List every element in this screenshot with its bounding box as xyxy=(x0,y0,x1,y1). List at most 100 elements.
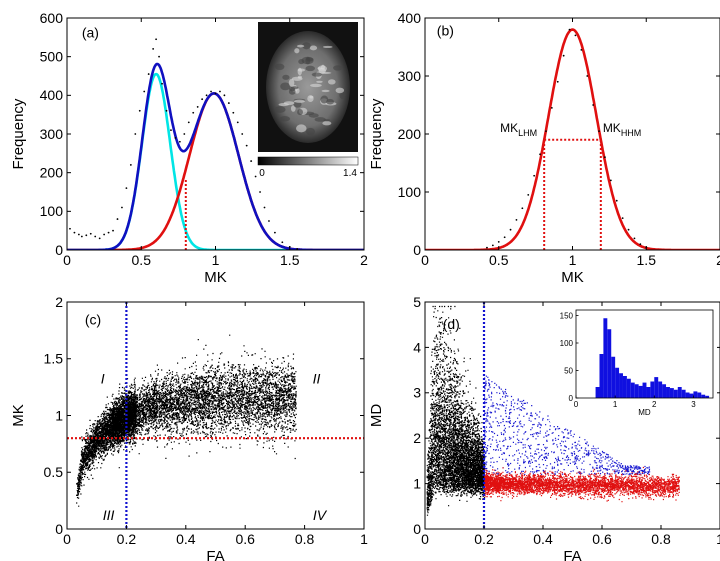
inset-histogram-bar xyxy=(638,385,643,398)
panel-b-data-point xyxy=(562,54,565,57)
panel-d-ytick-label: 3 xyxy=(413,385,421,401)
panel-a-data-point xyxy=(170,129,172,132)
panel-a-data-point xyxy=(192,111,195,114)
panel-b-xtick-label: 0.5 xyxy=(489,252,509,268)
inset-histogram-bar xyxy=(701,394,706,398)
brain-texture xyxy=(309,95,314,99)
panel-a-ytick-label: 500 xyxy=(40,49,64,65)
panel-b-ytick-label: 400 xyxy=(398,10,422,26)
panel-b-xtick-label: 0 xyxy=(421,252,429,268)
brain-texture xyxy=(282,74,290,80)
panel-a-data-point xyxy=(201,98,204,101)
panel-b-data-point xyxy=(598,130,600,133)
colorbar-min-label: 0 xyxy=(259,168,265,179)
panel-a-data-point xyxy=(161,82,163,85)
panel-a-data-point xyxy=(112,229,114,232)
panel-d-xlabel: FA xyxy=(563,548,581,561)
panel-a-data-point xyxy=(259,191,261,193)
panel-b-data-point xyxy=(627,228,630,231)
panel-b-data-point xyxy=(486,246,488,249)
inset-xlabel: MD xyxy=(638,408,651,417)
brain-texture xyxy=(326,98,334,105)
inset-histogram-bar xyxy=(595,387,600,398)
mk-hhm-annotation: MKHHM xyxy=(603,121,642,138)
inset-histogram-bar xyxy=(673,389,678,398)
panel-d-axes-box xyxy=(424,301,720,530)
panel-a-data-point xyxy=(73,231,76,234)
inset-xtick-label: 3 xyxy=(691,400,696,409)
panel-a-data-point xyxy=(107,231,110,234)
panel-d-ytick-label: 2 xyxy=(413,430,421,446)
panel-d-scatter-blue xyxy=(484,375,651,475)
panel-a-data-point xyxy=(155,38,158,41)
md-histogram-inset: 0 1 2 3 0 50 100 150 MD xyxy=(550,306,717,422)
panel-a-data-point xyxy=(134,133,137,135)
quadrant-label-ii: II xyxy=(313,371,321,387)
panel-a-data-point xyxy=(129,164,132,166)
panel-b-ytick-label: 200 xyxy=(398,126,422,142)
panel-d-ylabel: MD xyxy=(368,404,385,427)
inset-histogram-bar xyxy=(611,356,616,398)
brain-texture xyxy=(297,108,303,116)
panel-b-data-point xyxy=(539,153,541,156)
panel-b-data-point xyxy=(556,80,559,83)
brain-texture xyxy=(311,72,323,77)
panel-a-xtick-label: 2 xyxy=(360,252,368,268)
panel-b-data-point xyxy=(515,218,518,221)
panel-a-data-point xyxy=(69,227,71,230)
panel-a-data-point xyxy=(103,233,106,236)
quadrant-label-iii: III xyxy=(103,507,115,523)
panel-d-xtick-label: 1 xyxy=(716,531,720,547)
panel-b-data-point xyxy=(521,207,524,210)
panel-a-data-point xyxy=(158,55,160,58)
panel-c-xlabel: FA xyxy=(206,548,224,561)
panel-d-xtick-label: 0.4 xyxy=(533,531,553,547)
inset-histogram-bar xyxy=(677,387,682,398)
brain-texture xyxy=(309,45,318,51)
inset-background xyxy=(550,306,717,422)
panel-b-data-point xyxy=(609,179,612,182)
panel-a: 0 0.5 1 1.5 2 0 100 200 300 400 500 600 MK Frequenc… xyxy=(10,10,368,286)
panel-a-xtick-label: 1 xyxy=(212,252,220,268)
panel-a-data-point xyxy=(147,73,150,75)
inset-histogram-bar xyxy=(681,389,686,398)
inset-histogram-bar xyxy=(669,388,674,398)
panel-a-data-point xyxy=(214,92,217,95)
inset-histogram-bar xyxy=(658,381,663,398)
inset-plot xyxy=(550,306,717,422)
inset-histogram-bar xyxy=(646,387,651,398)
panel-a-data-point xyxy=(143,90,146,93)
panel-a-data-point xyxy=(296,247,299,250)
brain-texture xyxy=(306,127,315,136)
panel-b-data-point xyxy=(586,75,589,77)
panel-a-xlabel: MK xyxy=(204,269,227,286)
brain-texture xyxy=(274,106,286,113)
panel-b-data-point xyxy=(592,104,595,106)
brain-texture xyxy=(297,67,303,76)
panel-c-xtick-label: 0.2 xyxy=(117,531,137,547)
brain-texture xyxy=(333,65,343,71)
panel-b-ylabel: Frequency xyxy=(368,98,385,169)
brain-texture xyxy=(305,65,315,72)
panel-c-xtick-label: 0.6 xyxy=(235,531,255,547)
panel-a-data-point xyxy=(254,175,257,178)
panel-c-ticks: 0 0.2 0.4 0.6 0.8 1 0 0.5 1 1.5 2 xyxy=(44,294,369,547)
panel-a-ytick-label: 200 xyxy=(40,165,64,181)
panel-b-ticks: 0 0.5 1 1.5 2 0 100 200 300 400 xyxy=(398,10,720,268)
inset-ytick-label: 100 xyxy=(560,339,574,348)
panel-b-data-point xyxy=(580,49,583,51)
panel-c-ytick-label: 1.5 xyxy=(44,351,64,367)
inset-xtick-label: 2 xyxy=(652,400,657,409)
panel-d-xtick-label: 0.6 xyxy=(592,531,612,547)
panel-a-data-point xyxy=(138,109,141,112)
panel-b-data-point xyxy=(497,240,500,243)
brain-texture xyxy=(317,65,327,72)
panel-c-ytick-label: 2 xyxy=(55,294,63,310)
brain-shape xyxy=(266,31,350,143)
panel-d-plot xyxy=(426,302,680,529)
inset-histogram-bar xyxy=(626,378,631,398)
panel-a-data-point xyxy=(236,121,239,124)
inset-histogram-bar xyxy=(619,373,623,398)
panel-d: 0 0.2 0.4 0.6 0.8 1 0 1 2 3 4 5 FA MD (d) 0 1 2 3 0 50 10… xyxy=(368,294,720,561)
